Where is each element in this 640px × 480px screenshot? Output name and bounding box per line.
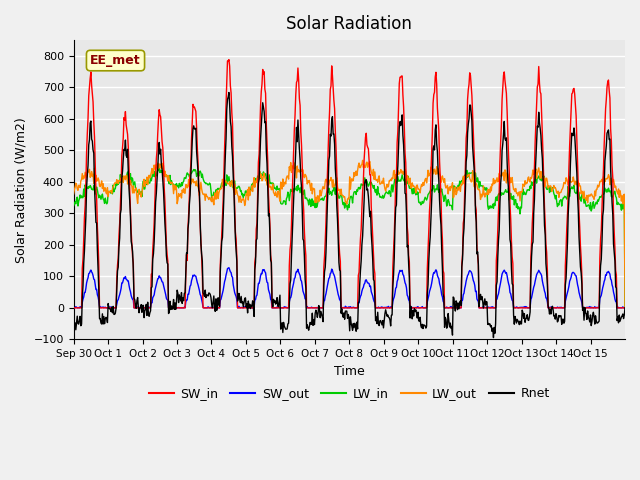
X-axis label: Time: Time <box>334 365 365 378</box>
Y-axis label: Solar Radiation (W/m2): Solar Radiation (W/m2) <box>15 117 28 263</box>
Text: EE_met: EE_met <box>90 54 141 67</box>
Title: Solar Radiation: Solar Radiation <box>286 15 412 33</box>
Legend: SW_in, SW_out, LW_in, LW_out, Rnet: SW_in, SW_out, LW_in, LW_out, Rnet <box>144 382 555 405</box>
